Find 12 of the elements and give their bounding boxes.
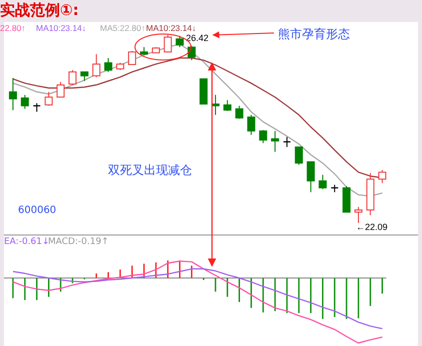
annotation: 26.42 — [186, 33, 209, 43]
text: MA10:23.14↓ — [146, 23, 196, 33]
annotation: 熊市孕育形态 — [278, 27, 350, 41]
chart-title: 实战范例①: — [0, 1, 79, 19]
annotation: 600060 — [18, 205, 56, 216]
text: MACD:-0.19↑ — [48, 237, 109, 247]
annotation: 双死叉出现减仓 — [108, 163, 192, 177]
text: MA5:22.80↑ — [100, 23, 146, 33]
text: EA:-0.61↓ — [4, 237, 50, 247]
annotation: ←22.09 — [356, 222, 388, 232]
text: 22.80↑ — [0, 23, 26, 33]
text: MA10:23.14↓ — [36, 23, 86, 33]
